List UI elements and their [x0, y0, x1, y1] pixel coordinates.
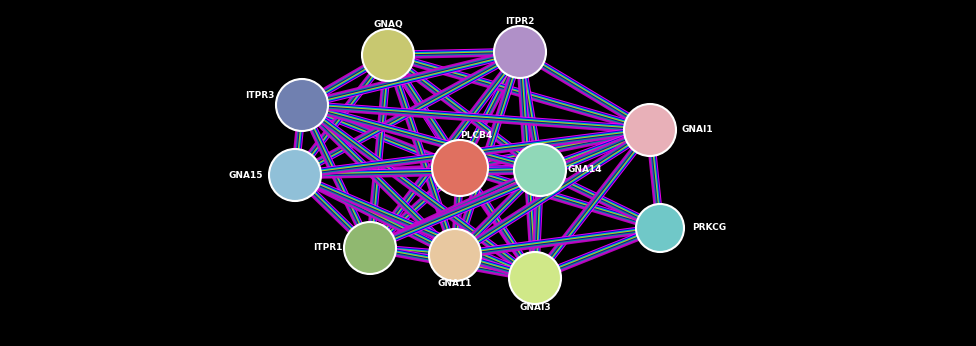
Ellipse shape — [509, 252, 561, 304]
Ellipse shape — [636, 204, 684, 252]
Ellipse shape — [362, 29, 414, 81]
Ellipse shape — [276, 79, 328, 131]
Text: GNA14: GNA14 — [568, 165, 602, 174]
Text: ITPR3: ITPR3 — [245, 91, 274, 100]
Ellipse shape — [429, 229, 481, 281]
Ellipse shape — [624, 104, 676, 156]
Ellipse shape — [269, 149, 321, 201]
Text: PRKCG: PRKCG — [692, 224, 726, 233]
Ellipse shape — [494, 26, 546, 78]
Text: GNAI1: GNAI1 — [682, 126, 713, 135]
Ellipse shape — [514, 144, 566, 196]
Text: GNAI3: GNAI3 — [519, 303, 550, 312]
Text: PLCB4: PLCB4 — [460, 131, 492, 140]
Ellipse shape — [432, 140, 488, 196]
Text: GNA11: GNA11 — [438, 279, 472, 288]
Ellipse shape — [344, 222, 396, 274]
Text: ITPR1: ITPR1 — [312, 244, 342, 253]
Text: GNAQ: GNAQ — [373, 20, 403, 29]
Text: ITPR2: ITPR2 — [506, 18, 535, 27]
Text: GNA15: GNA15 — [228, 171, 263, 180]
